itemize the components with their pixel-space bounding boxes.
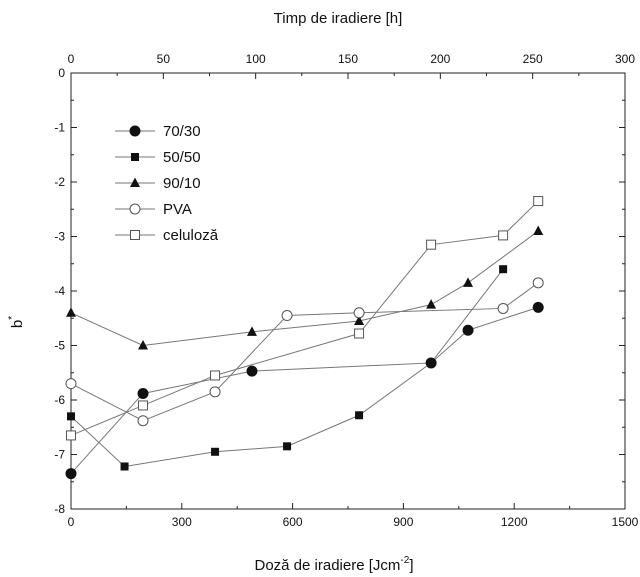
y-tick-label: -2: [54, 175, 65, 189]
series-line: [70, 306, 539, 474]
y-tick-label: -1: [54, 121, 65, 135]
data-point: [210, 370, 221, 381]
data-point: [66, 307, 76, 317]
bottom-x-tick-label: 1500: [612, 515, 639, 529]
data-point: [138, 340, 149, 350]
y-tick-label: -8: [54, 502, 65, 516]
data-point: [532, 301, 544, 313]
legend-marker: [130, 230, 140, 240]
legend-marker: [129, 203, 141, 215]
bottom-x-axis-title: Doză de iradiere [Jcm-2]: [255, 555, 414, 574]
data-point: [65, 468, 77, 480]
data-point: [427, 358, 436, 367]
data-point: [354, 315, 365, 325]
top-x-tick-label: 100: [246, 52, 266, 66]
data-point: [65, 378, 77, 390]
y-tick-label: -4: [54, 284, 65, 298]
legend-label: 90/10: [163, 175, 201, 192]
legend-label: 50/50: [163, 149, 201, 166]
data-point: [426, 299, 437, 309]
data-point: [426, 239, 437, 250]
data-point: [463, 277, 474, 287]
data-point: [246, 326, 257, 336]
top-x-tick-label: 250: [523, 52, 543, 66]
plot-frame: [70, 72, 626, 510]
y-axis: 0 -1 -2 -3 -4 -5 -6 -7 -8: [54, 66, 625, 516]
series-line: [70, 200, 539, 436]
y-tick-label: -6: [54, 393, 65, 407]
y-axis-title: b*: [7, 316, 26, 328]
bottom-x-axis: 0 300 600 900 1200 1500: [68, 503, 639, 529]
data-point: [353, 307, 365, 319]
data-point: [281, 310, 293, 322]
top-x-axis-title: Timp de iradiere [h]: [274, 10, 403, 27]
data-point: [246, 365, 258, 377]
data-point: [211, 447, 220, 456]
y-tick-label: -7: [54, 448, 65, 462]
legend-label: celuloză: [163, 227, 219, 244]
data-point: [497, 302, 509, 314]
legend-marker: [129, 125, 141, 137]
top-x-tick-label: 300: [615, 52, 635, 66]
bottom-x-tick-label: 0: [68, 515, 75, 529]
data-point: [137, 387, 149, 399]
data-point: [120, 462, 129, 471]
legend-label: 70/30: [163, 123, 201, 140]
series-layer: [65, 196, 544, 480]
legend-marker: [131, 153, 139, 161]
x-axis-title-main: Doză de iradiere [Jcm: [255, 557, 401, 574]
data-point: [498, 230, 509, 241]
bottom-x-tick-label: 1200: [501, 515, 528, 529]
data-point: [354, 328, 365, 339]
data-point: [66, 430, 76, 441]
data-point: [533, 196, 544, 207]
series-line: [70, 282, 539, 422]
legend: 70/30 50/50 90/10 PVA celuloză: [115, 123, 219, 244]
legend-label: PVA: [163, 201, 192, 218]
data-point: [138, 400, 149, 411]
bottom-x-tick-label: 600: [283, 515, 303, 529]
data-point: [137, 415, 149, 427]
y-tick-label: 0: [58, 66, 65, 80]
data-point: [67, 412, 75, 421]
top-x-tick-label: 200: [430, 52, 450, 66]
y-axis-title-main: b: [9, 320, 26, 328]
data-point: [355, 411, 364, 420]
top-x-tick-label: 0: [68, 52, 75, 66]
x-axis-title-end: ]: [409, 557, 413, 574]
top-x-tick-label: 50: [157, 52, 171, 66]
top-x-tick-label: 150: [338, 52, 358, 66]
y-tick-label: -3: [54, 230, 65, 244]
data-point: [533, 225, 544, 236]
data-point: [283, 442, 292, 451]
bottom-x-tick-label: 900: [393, 515, 413, 529]
data-point: [462, 324, 474, 336]
y-tick-label: -5: [54, 339, 65, 353]
data-point: [209, 386, 221, 398]
x-axis-title-superscript: -2: [400, 555, 409, 566]
top-x-axis: 0 50 100 150 200 250 300: [68, 52, 635, 79]
data-point: [499, 265, 508, 274]
bottom-x-tick-label: 300: [172, 515, 192, 529]
y-axis-title-superscript: *: [7, 316, 18, 320]
data-point: [532, 277, 544, 289]
legend-marker: [130, 177, 140, 187]
series-line: [70, 268, 504, 468]
